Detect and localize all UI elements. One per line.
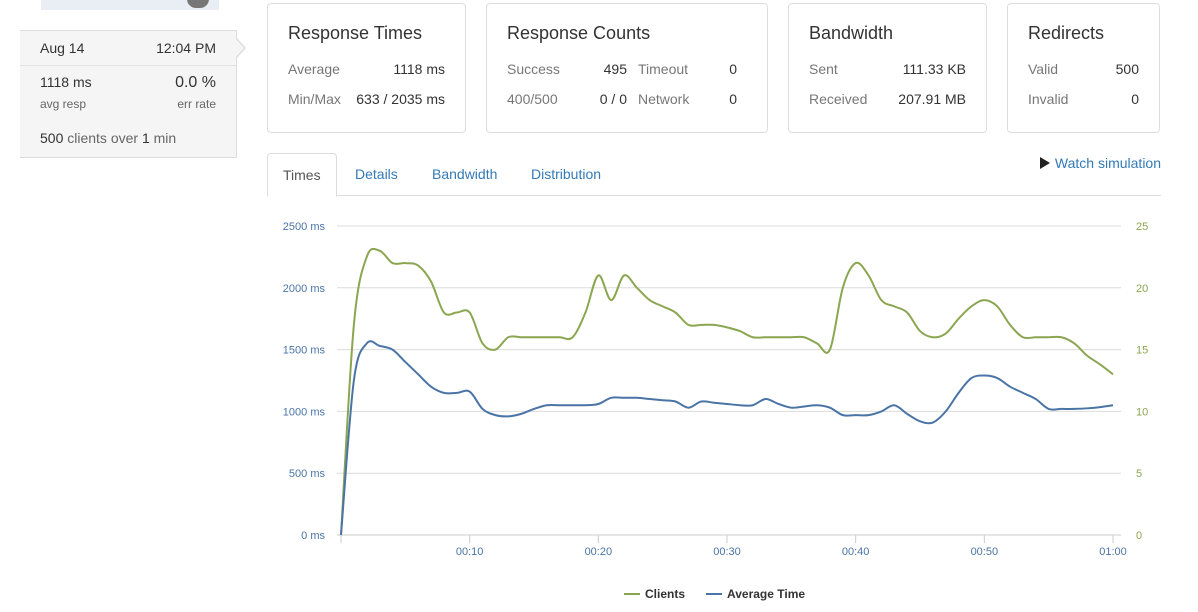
legend-label-clients: Clients [645, 587, 685, 601]
x-tick-label: 00:10 [456, 546, 484, 558]
play-icon [1039, 157, 1050, 169]
chart-series [340, 247, 1114, 536]
x-tick-label: 00:30 [713, 546, 741, 558]
run-date: Aug 14 [40, 40, 85, 56]
y-left-tick-label: 1500 ms [283, 345, 326, 357]
clients-mid-text: clients over [63, 130, 142, 146]
y-left-tick-label: 2500 ms [283, 221, 326, 233]
timeout-label: Timeout [638, 61, 689, 77]
y-right-tick-label: 20 [1136, 283, 1148, 295]
average-time-series-line [340, 340, 1114, 536]
clients-summary: 500 clients over 1 min [40, 130, 176, 146]
minmax-label: Min/Max [288, 91, 341, 107]
card-title: Response Counts [507, 23, 651, 43]
y-right-tick-label: 15 [1136, 345, 1148, 357]
r400-500-value: 0 / 0 [599, 91, 627, 107]
legend-label-average-time: Average Time [727, 587, 805, 601]
r400-500-label: 400/500 [507, 91, 558, 107]
run-summary-card[interactable]: Aug 14 12:04 PM 1118 ms 0.0 % avg resp e… [20, 30, 246, 158]
x-tick-label: 00:40 [842, 546, 870, 558]
average-value: 1118 ms [393, 61, 445, 77]
minmax-value: 633 / 2035 ms [356, 91, 445, 107]
card-pointer [235, 37, 246, 59]
y-right-tick-label: 25 [1136, 221, 1148, 233]
y-right-tick-label: 0 [1136, 530, 1142, 542]
chart-grid [337, 225, 1121, 536]
valid-value: 500 [1115, 61, 1139, 77]
chart-legend: Clients Average Time [624, 587, 805, 601]
tab-times[interactable]: Times [267, 153, 337, 197]
valid-label: Valid [1028, 61, 1059, 77]
invalid-value: 0 [1131, 91, 1139, 107]
err-rate-caption: err rate [177, 97, 216, 111]
clients-series-line [340, 247, 1114, 536]
y-right-tick-label: 10 [1136, 406, 1148, 418]
response-times-card: Response Times Average 1118 ms Min/Max 6… [267, 3, 466, 133]
duration-value: 1 [141, 130, 150, 146]
received-value: 207.91 MB [898, 91, 966, 107]
y-axis-left: 0 ms 500 ms 1000 ms 1500 ms 2000 ms 2500 ms [283, 221, 326, 542]
network-label: Network [638, 91, 690, 107]
x-axis: 00:10 00:20 00:30 00:40 00:50 01:00 [340, 535, 1127, 558]
redirects-card: Redirects Valid 500 Invalid 0 [1007, 3, 1160, 133]
tab-bandwidth[interactable]: Bandwidth [432, 166, 498, 182]
average-label: Average [288, 61, 340, 77]
previous-run-card[interactable] [41, 0, 219, 10]
sent-label: Sent [809, 61, 838, 77]
network-value: 0 [729, 91, 737, 107]
response-counts-card: Response Counts Success 495 Timeout 0 40… [486, 3, 768, 133]
avg-resp-value: 1118 ms [40, 74, 92, 90]
err-rate-value: 0.0 % [175, 74, 216, 91]
x-tick-label: 00:20 [585, 546, 613, 558]
invalid-label: Invalid [1028, 91, 1069, 107]
y-left-tick-label: 1000 ms [283, 406, 326, 418]
card-title: Response Times [288, 23, 423, 43]
sent-value: 111.33 KB [902, 61, 966, 77]
card-title: Redirects [1028, 23, 1105, 43]
clients-count: 500 [40, 130, 64, 146]
x-tick-label: 00:50 [971, 546, 999, 558]
y-left-tick-label: 0 ms [301, 530, 325, 542]
summary-divider [20, 65, 236, 66]
duration-unit: min [149, 130, 177, 146]
avg-resp-caption: avg resp [40, 97, 87, 111]
count-badge [187, 0, 209, 8]
tab-details[interactable]: Details [355, 166, 398, 182]
timeout-value: 0 [729, 61, 737, 77]
chart-tabs: Times Details Bandwidth Distribution [267, 153, 1161, 197]
y-right-tick-label: 5 [1136, 468, 1142, 480]
y-axis-right: 0 5 10 15 20 25 [1136, 221, 1148, 542]
run-time: 12:04 PM [156, 40, 216, 56]
watch-simulation-link[interactable]: Watch simulation [1039, 155, 1161, 171]
y-left-tick-label: 2000 ms [283, 283, 326, 295]
received-label: Received [809, 91, 868, 107]
success-label: Success [507, 61, 560, 77]
success-value: 495 [603, 61, 627, 77]
watch-simulation-label: Watch simulation [1054, 155, 1161, 171]
tab-distribution[interactable]: Distribution [531, 166, 602, 182]
x-tick-label: 01:00 [1099, 546, 1127, 558]
bandwidth-card: Bandwidth Sent 111.33 KB Received 207.91… [788, 3, 987, 133]
card-title: Bandwidth [809, 23, 894, 43]
y-left-tick-label: 500 ms [289, 468, 326, 480]
